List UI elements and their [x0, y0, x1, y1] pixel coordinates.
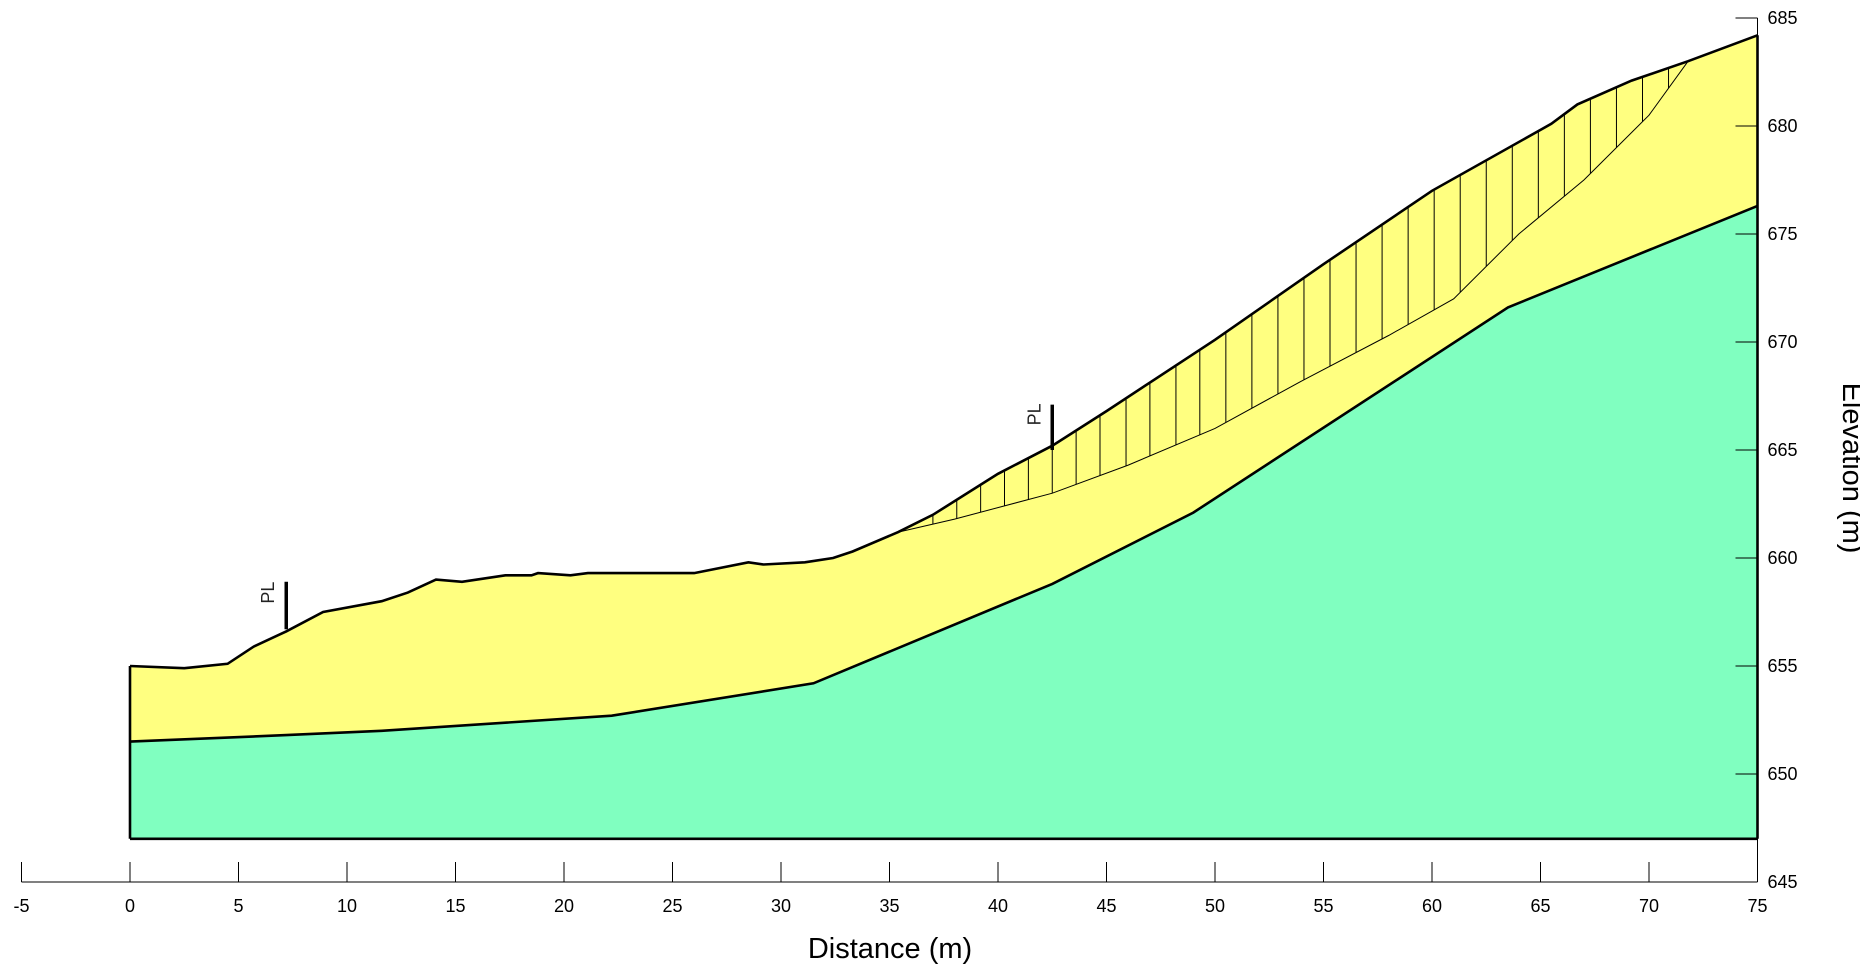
boundary-lines — [128, 34, 1759, 841]
material-layers — [130, 35, 1758, 839]
x-axis-title: Distance (m) — [808, 933, 972, 965]
x-tick-label: 25 — [662, 896, 682, 916]
ground-surface-line — [129, 34, 1758, 670]
layer-boundary-line — [129, 204, 1758, 743]
x-tick-label: 0 — [125, 896, 135, 916]
pl-label: PL — [1024, 403, 1044, 425]
x-tick-label: 55 — [1313, 896, 1333, 916]
x-tick-label: 50 — [1205, 896, 1225, 916]
y-tick-label: 650 — [1768, 764, 1798, 784]
y-tick-label: 675 — [1768, 224, 1798, 244]
pl-label: PL — [258, 582, 278, 604]
y-axis: 645 650 655 660 665 670 675 680 685 — [1735, 8, 1798, 892]
x-tick-label: 10 — [337, 896, 357, 916]
x-tick-label: 30 — [771, 896, 791, 916]
x-tick-label: 40 — [988, 896, 1008, 916]
bedrock-region — [130, 205, 1758, 839]
upper-layer-region — [130, 35, 1758, 742]
y-tick-label: 645 — [1768, 872, 1798, 892]
x-tick-label: 70 — [1639, 896, 1659, 916]
x-tick-label: 15 — [445, 896, 465, 916]
pl-annotations: PL PL — [258, 403, 1054, 630]
x-tick-label: -5 — [13, 896, 29, 916]
x-tick-label: 60 — [1422, 896, 1442, 916]
slip-slices — [932, 67, 1670, 525]
y-axis-title: Elevation (m) — [1836, 383, 1860, 554]
y-tick-label: 680 — [1768, 116, 1798, 136]
x-tick-label: 75 — [1747, 896, 1767, 916]
y-tick-label: 660 — [1768, 548, 1798, 568]
y-tick-label: 670 — [1768, 332, 1798, 352]
x-tick-label: 35 — [879, 896, 899, 916]
x-tick-label: 45 — [1096, 896, 1116, 916]
x-tick-label: 20 — [554, 896, 574, 916]
x-tick-label: 65 — [1530, 896, 1550, 916]
slip-surface-line — [898, 60, 1689, 533]
y-tick-label: 655 — [1768, 656, 1798, 676]
x-axis: -5 0 5 10 15 20 25 30 35 40 45 50 55 60 65 70 75 — [13, 862, 1768, 916]
y-tick-label: 665 — [1768, 440, 1798, 460]
y-tick-label: 685 — [1768, 8, 1798, 28]
x-tick-label: 5 — [233, 896, 243, 916]
